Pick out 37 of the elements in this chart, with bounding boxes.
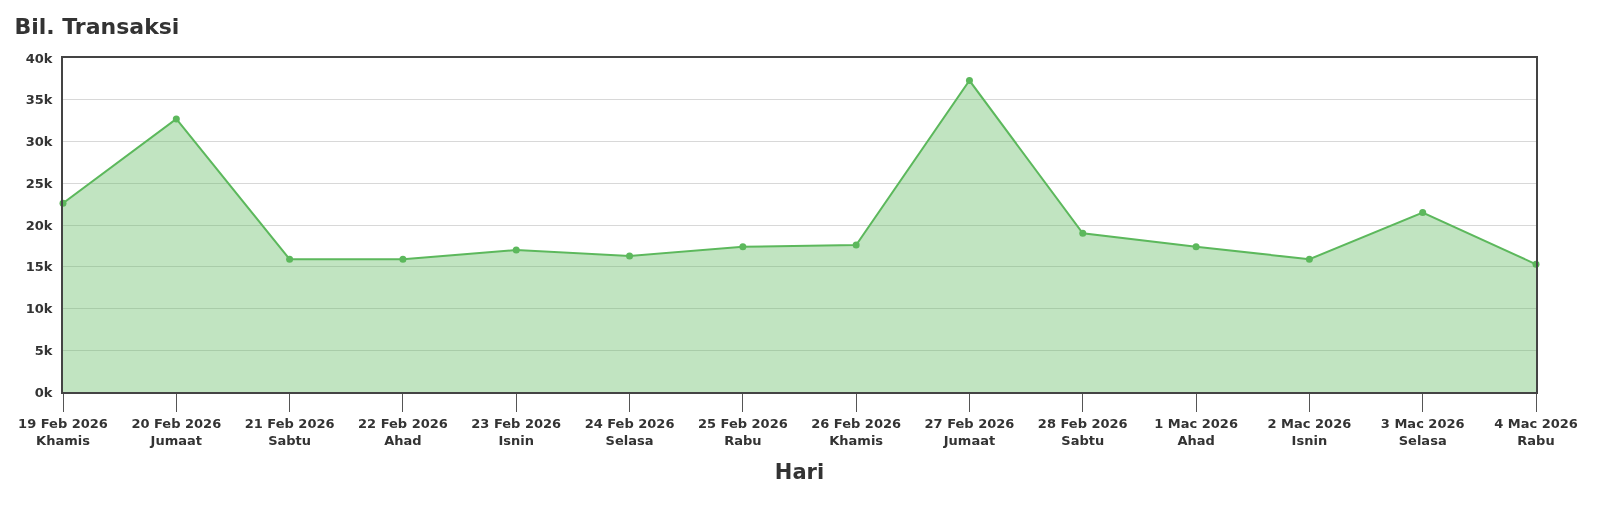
y-tick-label: 30k <box>25 134 53 150</box>
x-tick-label: 19 Feb 2026 Khamis <box>18 415 108 448</box>
x-tick-label: 3 Mac 2026 Selasa <box>1380 415 1465 448</box>
y-tick-label: 40k <box>25 50 53 66</box>
x-tick-label: 24 Feb 2026 Selasa <box>584 415 675 448</box>
y-tick-label: 15k <box>25 259 53 275</box>
x-tick-label: 4 Mac 2026 Rabu <box>1494 415 1578 448</box>
point <box>852 241 860 249</box>
point <box>1079 229 1087 237</box>
point <box>1419 208 1427 216</box>
point <box>286 255 294 263</box>
point <box>172 115 180 123</box>
x-tick-label: 1 Mac 2026 Ahad <box>1154 415 1238 448</box>
x-tick-label: 21 Feb 2026 Sabtu <box>244 415 335 448</box>
point <box>1305 255 1313 263</box>
x-tick-label: 28 Feb 2026 Sabtu <box>1037 415 1128 448</box>
point <box>739 243 747 251</box>
point <box>965 77 973 85</box>
y-tick-label: 0k <box>34 384 53 400</box>
y-tick-label: 20k <box>25 217 53 233</box>
x-tick-label: 22 Feb 2026 Ahad <box>358 415 448 448</box>
y-tick-label: 25k <box>25 175 53 191</box>
point <box>1192 243 1200 251</box>
x-tick-label: 26 Feb 2026 Khamis <box>811 415 902 448</box>
point <box>626 252 634 260</box>
x-tick-label: 25 Feb 2026 Rabu <box>697 415 788 448</box>
point <box>399 255 407 263</box>
chart-title: Bil. Transaksi <box>14 13 180 39</box>
x-tick-label: 27 Feb 2026 Jumaat <box>924 415 1015 448</box>
y-tick-label: 5k <box>34 342 53 358</box>
x-tick-label: 2 Mac 2026 Isnin <box>1267 415 1352 448</box>
y-tick-label: 10k <box>25 301 53 317</box>
point <box>512 246 520 254</box>
x-axis-title: Hari <box>774 460 825 485</box>
y-tick-label: 35k <box>25 92 53 108</box>
x-tick-label: 20 Feb 2026 Jumaat <box>131 415 222 448</box>
x-tick-label: 23 Feb 2026 Isnin <box>471 415 562 448</box>
